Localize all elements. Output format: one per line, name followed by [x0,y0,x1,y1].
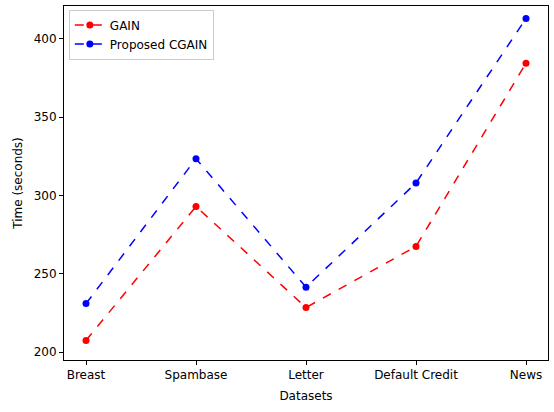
svg-text:Proposed CGAIN: Proposed CGAIN [110,38,207,52]
svg-text:Letter: Letter [288,368,324,382]
svg-text:Breast: Breast [67,368,106,382]
svg-text:400: 400 [34,32,57,46]
svg-text:Datasets: Datasets [279,389,332,403]
svg-text:200: 200 [34,345,57,359]
svg-text:Spambase: Spambase [165,368,228,382]
svg-text:250: 250 [34,267,57,281]
svg-text:News: News [510,368,542,382]
svg-text:Time (seconds): Time (seconds) [11,137,25,230]
svg-text:GAIN: GAIN [110,19,140,33]
svg-text:300: 300 [34,189,57,203]
svg-text:350: 350 [34,110,57,124]
svg-text:Default Credit: Default Credit [374,368,458,382]
